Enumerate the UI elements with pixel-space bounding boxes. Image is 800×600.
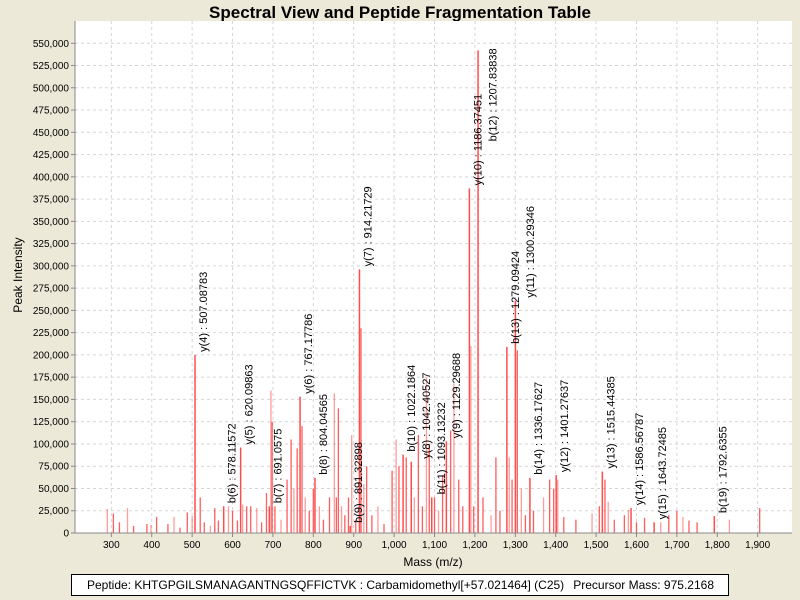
fragment-ion-label: y(15) : 1643.72485 <box>657 427 669 519</box>
precursor-mass: Precursor Mass: 975.2168 <box>573 578 714 592</box>
y-tick-label: 200,000 <box>33 350 70 361</box>
y-tick-label: 75,000 <box>38 462 69 473</box>
fragment-ion-label: y(8) : 1042.40527 <box>421 373 433 459</box>
fragment-ion-label: b(19) : 1792.6355 <box>717 426 729 513</box>
fragment-ion-label: y(12) : 1401.27637 <box>559 380 571 472</box>
x-tick-label: 400 <box>143 540 160 551</box>
fragment-ion-label: y(13) : 1515.44385 <box>605 376 617 468</box>
fragment-ion-label: b(8) : 804.04565 <box>318 394 330 475</box>
y-tick-label: 525,000 <box>33 61 70 72</box>
spectrum-chart: y(4) : 507.08783 b(6) : 578.11572 y(5) : 6… <box>11 21 792 569</box>
x-tick-label: 1,600 <box>624 540 649 551</box>
y-axis-label: Peak Intensity <box>11 237 25 312</box>
x-tick-label: 1,300 <box>503 540 528 551</box>
fragment-ion-label: y(6) : 767.17786 <box>303 314 315 394</box>
y-tick-label: 475,000 <box>33 106 70 117</box>
x-tick-label: 500 <box>184 540 201 551</box>
fragment-ion-label: y(5) : 620.09863 <box>244 364 256 444</box>
fragment-ion-label: y(4) : 507.08783 <box>198 272 210 352</box>
fragment-ion-label: y(14) : 1586.56787 <box>634 413 646 505</box>
y-tick-label: 550,000 <box>33 39 70 50</box>
y-tick-label: 125,000 <box>33 417 70 428</box>
y-tick-label: 25,000 <box>38 506 69 517</box>
y-tick-label: 100,000 <box>33 439 70 450</box>
x-tick-label: 300 <box>103 540 120 551</box>
x-tick-label: 700 <box>265 540 282 551</box>
peptide-sequence: Peptide: KHTGPGILSMANAGANTNGSQFFICTVK : … <box>87 578 565 592</box>
fragment-ion-label: y(11) : 1300.29346 <box>525 206 537 298</box>
y-tick-label: 325,000 <box>33 239 70 250</box>
y-tick-label: 300,000 <box>33 261 70 272</box>
y-tick-label: 50,000 <box>38 484 69 495</box>
peaks <box>106 50 761 533</box>
fragment-ion-label: b(14) : 1336.17627 <box>533 382 545 475</box>
fragment-ion-label: b(7) : 691.0575 <box>272 429 284 504</box>
x-tick-label: 1,100 <box>422 540 447 551</box>
y-tick-label: 0 <box>63 529 69 540</box>
x-tick-label: 1,800 <box>705 540 730 551</box>
fragment-ion-label: y(10) : 1186.37451 <box>472 94 484 186</box>
y-tick-label: 400,000 <box>33 172 70 183</box>
x-tick-label: 900 <box>345 540 362 551</box>
x-tick-label: 1,000 <box>382 540 407 551</box>
y-tick-label: 150,000 <box>33 395 70 406</box>
x-tick-label: 1,500 <box>584 540 609 551</box>
y-tick-label: 500,000 <box>33 83 70 94</box>
x-tick-label: 1,400 <box>543 540 568 551</box>
y-tick-label: 450,000 <box>33 128 70 139</box>
x-axis-label: Mass (m/z) <box>403 555 462 569</box>
y-tick-label: 425,000 <box>33 150 70 161</box>
plot-area <box>75 21 792 533</box>
peak-annotations: y(4) : 507.08783 b(6) : 578.11572 y(5) : 6… <box>198 48 729 522</box>
y-tick-label: 175,000 <box>33 373 70 384</box>
fragment-ion-label: b(13) : 1279.09424 <box>510 251 522 344</box>
y-tick-label: 225,000 <box>33 328 70 339</box>
fragment-ion-label: b(11) : 1093.13232 <box>436 402 448 494</box>
y-tick-label: 350,000 <box>33 217 70 228</box>
fragment-ion-label: b(9) : 891.32898 <box>353 442 365 523</box>
grid <box>75 21 792 533</box>
x-tick-label: 1,200 <box>462 540 487 551</box>
x-tick-label: 1,700 <box>664 540 689 551</box>
peptide-info-box: Peptide: KHTGPGILSMANAGANTNGSQFFICTVK : … <box>71 574 729 596</box>
fragment-ion-label: b(6) : 578.11572 <box>227 423 239 503</box>
y-tick-label: 275,000 <box>33 284 70 295</box>
chart-title: Spectral View and Peptide Fragmentation … <box>209 3 591 22</box>
y-tick-label: 250,000 <box>33 306 70 317</box>
y-tick-label: 375,000 <box>33 195 70 206</box>
fragment-ion-label: y(7) : 914.21729 <box>362 186 374 266</box>
x-tick-label: 1,900 <box>745 540 770 551</box>
x-tick-label: 600 <box>224 540 241 551</box>
fragment-ion-label: b(12) : 1207.83838 <box>487 48 499 141</box>
fragment-ion-label: y(9) : 1129.29688 <box>451 353 463 438</box>
axes: 300 400 500 600 700 800 900 1,000 1,100 1,200 1,30… <box>33 21 792 551</box>
fragment-ion-label: b(10) : 1022.1864 <box>406 365 418 452</box>
x-tick-label: 800 <box>305 540 322 551</box>
